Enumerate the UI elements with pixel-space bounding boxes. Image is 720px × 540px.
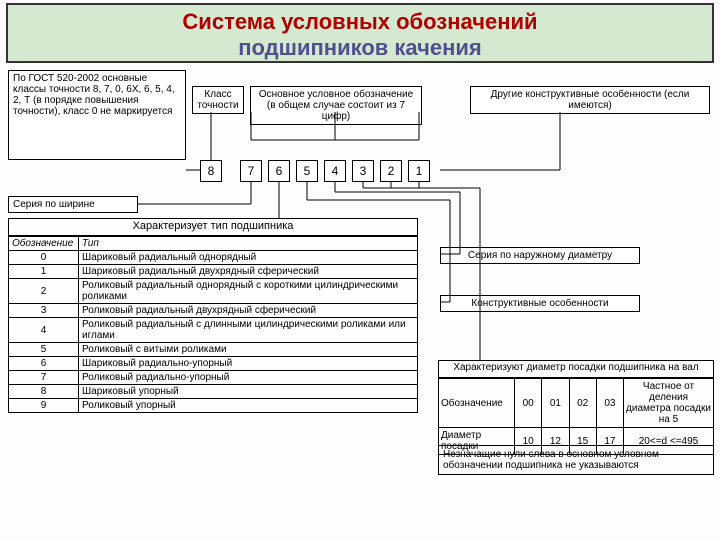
table-row: 0Шариковый радиальный однорядный	[9, 251, 418, 265]
digit-8: 8	[200, 160, 222, 182]
konstr-box: Конструктивные особенности	[440, 295, 640, 312]
title-box: Система условных обозначений подшипников…	[6, 3, 714, 63]
table-row: 4Роликовый радиальный с длинными цилиндр…	[9, 318, 418, 343]
char-type-header: Характеризует тип подшипника	[8, 218, 418, 236]
char-diam-header: Характеризуют диаметр посадки подшипника…	[438, 360, 714, 378]
table-row: 3Роликовый радиальный двухрядный сфериче…	[9, 304, 418, 318]
title-line2: подшипников качения	[12, 35, 708, 61]
table-row: 1Шариковый радиальный двухрядный сфериче…	[9, 265, 418, 279]
digit-6: 6	[268, 160, 290, 182]
osnov-box: Основное условное обозначение (в общем с…	[250, 86, 422, 125]
seriya-width-box: Серия по ширине	[8, 196, 138, 213]
gost-box: По ГОСТ 520-2002 основные классы точност…	[8, 70, 186, 160]
digit-2: 2	[380, 160, 402, 182]
digit-5: 5	[296, 160, 318, 182]
title-line1: Система условных обозначений	[12, 9, 708, 35]
table-row: 2Роликовый радиальный однорядный с корот…	[9, 279, 418, 304]
digit-3: 3	[352, 160, 374, 182]
drugie-box: Другие конструктивные особенности (если …	[470, 86, 710, 114]
table-row: 8Шариковый упорный	[9, 385, 418, 399]
diam-table: Обозначение 00 01 02 03 Частное от делен…	[438, 378, 714, 455]
klass-box: Класс точности	[192, 86, 244, 114]
table-row: 7Роликовый радиально-упорный	[9, 371, 418, 385]
type-table: Обозначение Тип 0Шариковый радиальный од…	[8, 236, 418, 413]
seriya-diam-box: Серия по наружному диаметру	[440, 247, 640, 264]
digit-7: 7	[240, 160, 262, 182]
table-row: 9Роликовый упорный	[9, 399, 418, 413]
digit-1: 1	[408, 160, 430, 182]
table-row: 6Шариковый радиально-упорный	[9, 357, 418, 371]
type-table-head-obo: Обозначение	[9, 237, 79, 251]
type-table-head-tip: Тип	[79, 237, 418, 251]
digit-4: 4	[324, 160, 346, 182]
table-row: 5Роликовый с витыми роликами	[9, 343, 418, 357]
note-box: Незначащие нули слева в основном условно…	[438, 445, 714, 475]
diam-row1-label: Обозначение	[439, 379, 515, 428]
